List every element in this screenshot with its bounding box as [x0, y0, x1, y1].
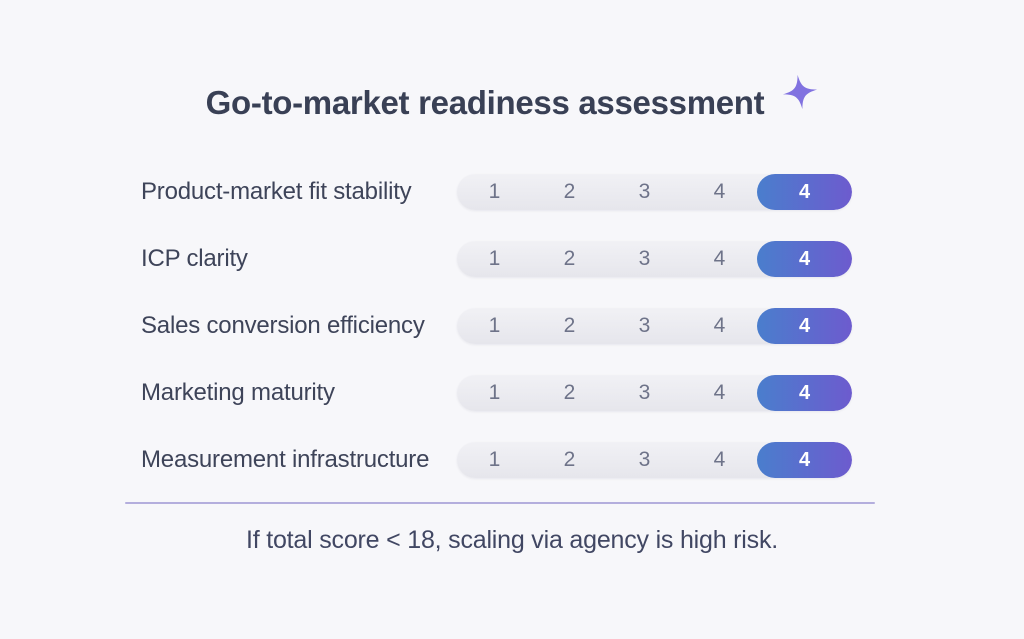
scale-option[interactable]: 4	[682, 442, 757, 478]
footnote: If total score < 18, scaling via agency …	[245, 526, 779, 554]
sparkle-icon	[783, 74, 818, 110]
scale-option[interactable]: 3	[607, 375, 682, 411]
selected-score-pill[interactable]: 4	[757, 442, 852, 478]
scale-option[interactable]: 2	[532, 174, 607, 210]
selected-score-pill[interactable]: 4	[757, 308, 852, 344]
scale-option[interactable]: 3	[607, 241, 682, 277]
scale-option[interactable]: 4	[682, 308, 757, 344]
title-row: Go-to-market readiness assessment	[0, 74, 1024, 122]
row-label: ICP clarity	[141, 245, 248, 272]
scale-option[interactable]: 2	[532, 442, 607, 478]
scale-option[interactable]: 2	[532, 241, 607, 277]
scale-option[interactable]: 4	[682, 241, 757, 277]
selected-score-pill[interactable]: 4	[757, 375, 852, 411]
page-title: Go-to-market readiness assessment	[205, 84, 765, 121]
scale-option[interactable]: 1	[457, 174, 532, 210]
row-label: Product-market fit stability	[141, 178, 412, 205]
row-label: Measurement infrastructure	[141, 446, 430, 473]
scale-option[interactable]: 1	[457, 241, 532, 277]
scale-option[interactable]: 3	[607, 442, 682, 478]
scale-option[interactable]: 4	[682, 174, 757, 210]
divider	[125, 502, 875, 504]
selected-score-pill[interactable]: 4	[757, 241, 852, 277]
scale-option[interactable]: 3	[607, 308, 682, 344]
scale-option[interactable]: 1	[457, 375, 532, 411]
scale-option[interactable]: 2	[532, 308, 607, 344]
scale-option[interactable]: 2	[532, 375, 607, 411]
scale-option[interactable]: 1	[457, 308, 532, 344]
scale-option[interactable]: 3	[607, 174, 682, 210]
scale-option[interactable]: 1	[457, 442, 532, 478]
scale-option[interactable]: 4	[682, 375, 757, 411]
row-label: Sales conversion efficiency	[141, 312, 425, 339]
row-label: Marketing maturity	[141, 379, 335, 406]
selected-score-pill[interactable]: 4	[757, 174, 852, 210]
